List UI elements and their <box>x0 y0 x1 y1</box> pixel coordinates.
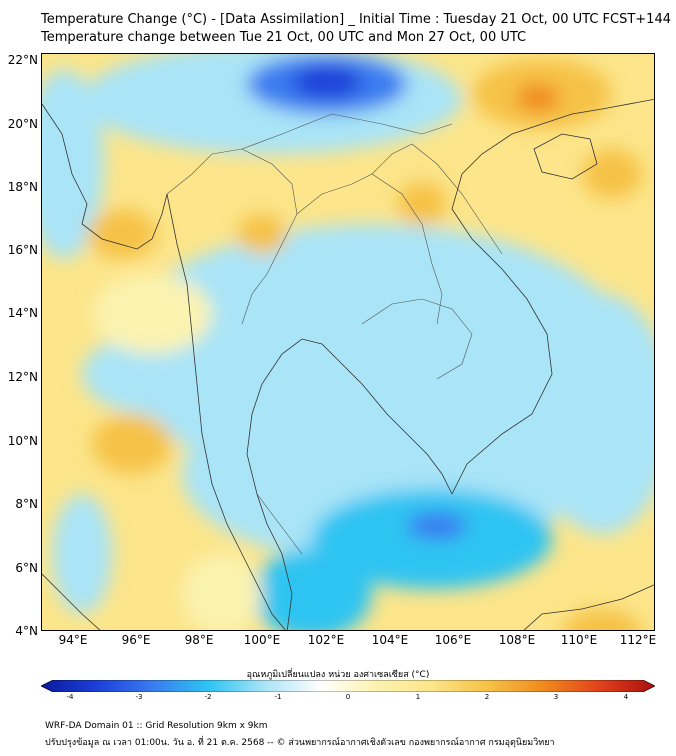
warm-region-thailand-north <box>237 214 287 254</box>
coastline-myanmar-west <box>42 103 286 630</box>
map-canvas <box>42 54 654 630</box>
colorbar-tick: -3 <box>135 693 143 701</box>
lat-label-18: 18°N <box>7 180 38 194</box>
colorbar-title: อุณหภูมิเปลี่ยนแปลง หน่วย องศาเซลเซียส (… <box>246 670 430 680</box>
temperature-change-map <box>41 53 655 631</box>
chart-subtitle: Temperature change between Tue 21 Oct, 0… <box>41 30 527 45</box>
coastline-gulf-of-thailand <box>246 338 453 630</box>
lon-label-112: 112°E <box>619 633 657 647</box>
lon-label-94: 94°E <box>58 633 88 647</box>
coastline-sumatra <box>42 573 101 630</box>
border-laos-vietnam <box>371 143 503 255</box>
colorbar-tick: 4 <box>623 693 629 701</box>
cool-region-east <box>532 294 654 534</box>
footer-model-info: WRF-DA Domain 01 :: Grid Resolution 9km … <box>45 721 268 731</box>
lon-label-110: 110°E <box>560 633 598 647</box>
lat-label-6: 6°N <box>15 561 38 575</box>
warm-core-northeast <box>516 84 560 112</box>
lat-label-10: 10°N <box>7 434 38 448</box>
border-peninsula <box>256 493 303 555</box>
border-thailand-laos <box>296 173 443 325</box>
warm-region-west <box>92 414 172 474</box>
colorbar-tick: 2 <box>484 693 490 701</box>
lon-label-98: 98°E <box>184 633 214 647</box>
lon-label-102: 102°E <box>307 633 345 647</box>
neutral-region-south <box>182 554 262 630</box>
coastline-vietnam <box>451 98 654 495</box>
colorbar-tick: -2 <box>204 693 212 701</box>
cold-core-south <box>407 512 467 540</box>
neutral-region-west <box>92 274 212 354</box>
colorbar-tick: 3 <box>553 693 559 701</box>
warm-region-east <box>582 149 642 199</box>
coastlines <box>42 98 654 630</box>
colorbar-tick: -1 <box>274 693 282 701</box>
lat-label-4: 4°N <box>15 624 38 638</box>
warm-region-southeast <box>562 609 642 630</box>
lon-label-106: 106°E <box>434 633 472 647</box>
colorbar-tick: 0 <box>345 693 351 701</box>
lat-label-20: 20°N <box>7 117 38 131</box>
cool-region-west-coast <box>42 69 104 259</box>
warm-region-laos <box>397 182 447 226</box>
cold-core-north <box>292 66 362 98</box>
cool-region-andaman <box>82 334 222 414</box>
colorbar-tick: 1 <box>415 693 421 701</box>
lat-label-22: 22°N <box>7 53 38 67</box>
colorbar <box>41 680 655 692</box>
lon-label-104: 104°E <box>371 633 409 647</box>
cool-region-peninsula <box>252 549 372 630</box>
temperature-field <box>42 54 654 630</box>
warm-region-myanmar <box>87 209 157 259</box>
border-cambodia <box>361 298 473 380</box>
lon-label-108: 108°E <box>498 633 536 647</box>
chart-title: Temperature Change (°C) - [Data Assimila… <box>41 12 671 27</box>
lat-label-16: 16°N <box>7 243 38 257</box>
coastline-hainan <box>533 133 598 180</box>
cool-region-sw <box>52 494 112 614</box>
lon-label-96: 96°E <box>121 633 151 647</box>
colorbar-gradient <box>41 680 655 692</box>
lat-label-12: 12°N <box>7 370 38 384</box>
colorbar-tick: -4 <box>66 693 74 701</box>
coastline-borneo <box>523 584 654 630</box>
national-borders <box>166 113 503 555</box>
border-north <box>241 113 453 150</box>
lon-label-100: 100°E <box>243 633 281 647</box>
footer-credit: ปรับปรุงข้อมูล ณ เวลา 01:00น. วัน อ. ที่… <box>45 738 555 748</box>
lat-label-14: 14°N <box>7 306 38 320</box>
border-thailand-myanmar <box>166 148 298 325</box>
lat-label-8: 8°N <box>15 497 38 511</box>
